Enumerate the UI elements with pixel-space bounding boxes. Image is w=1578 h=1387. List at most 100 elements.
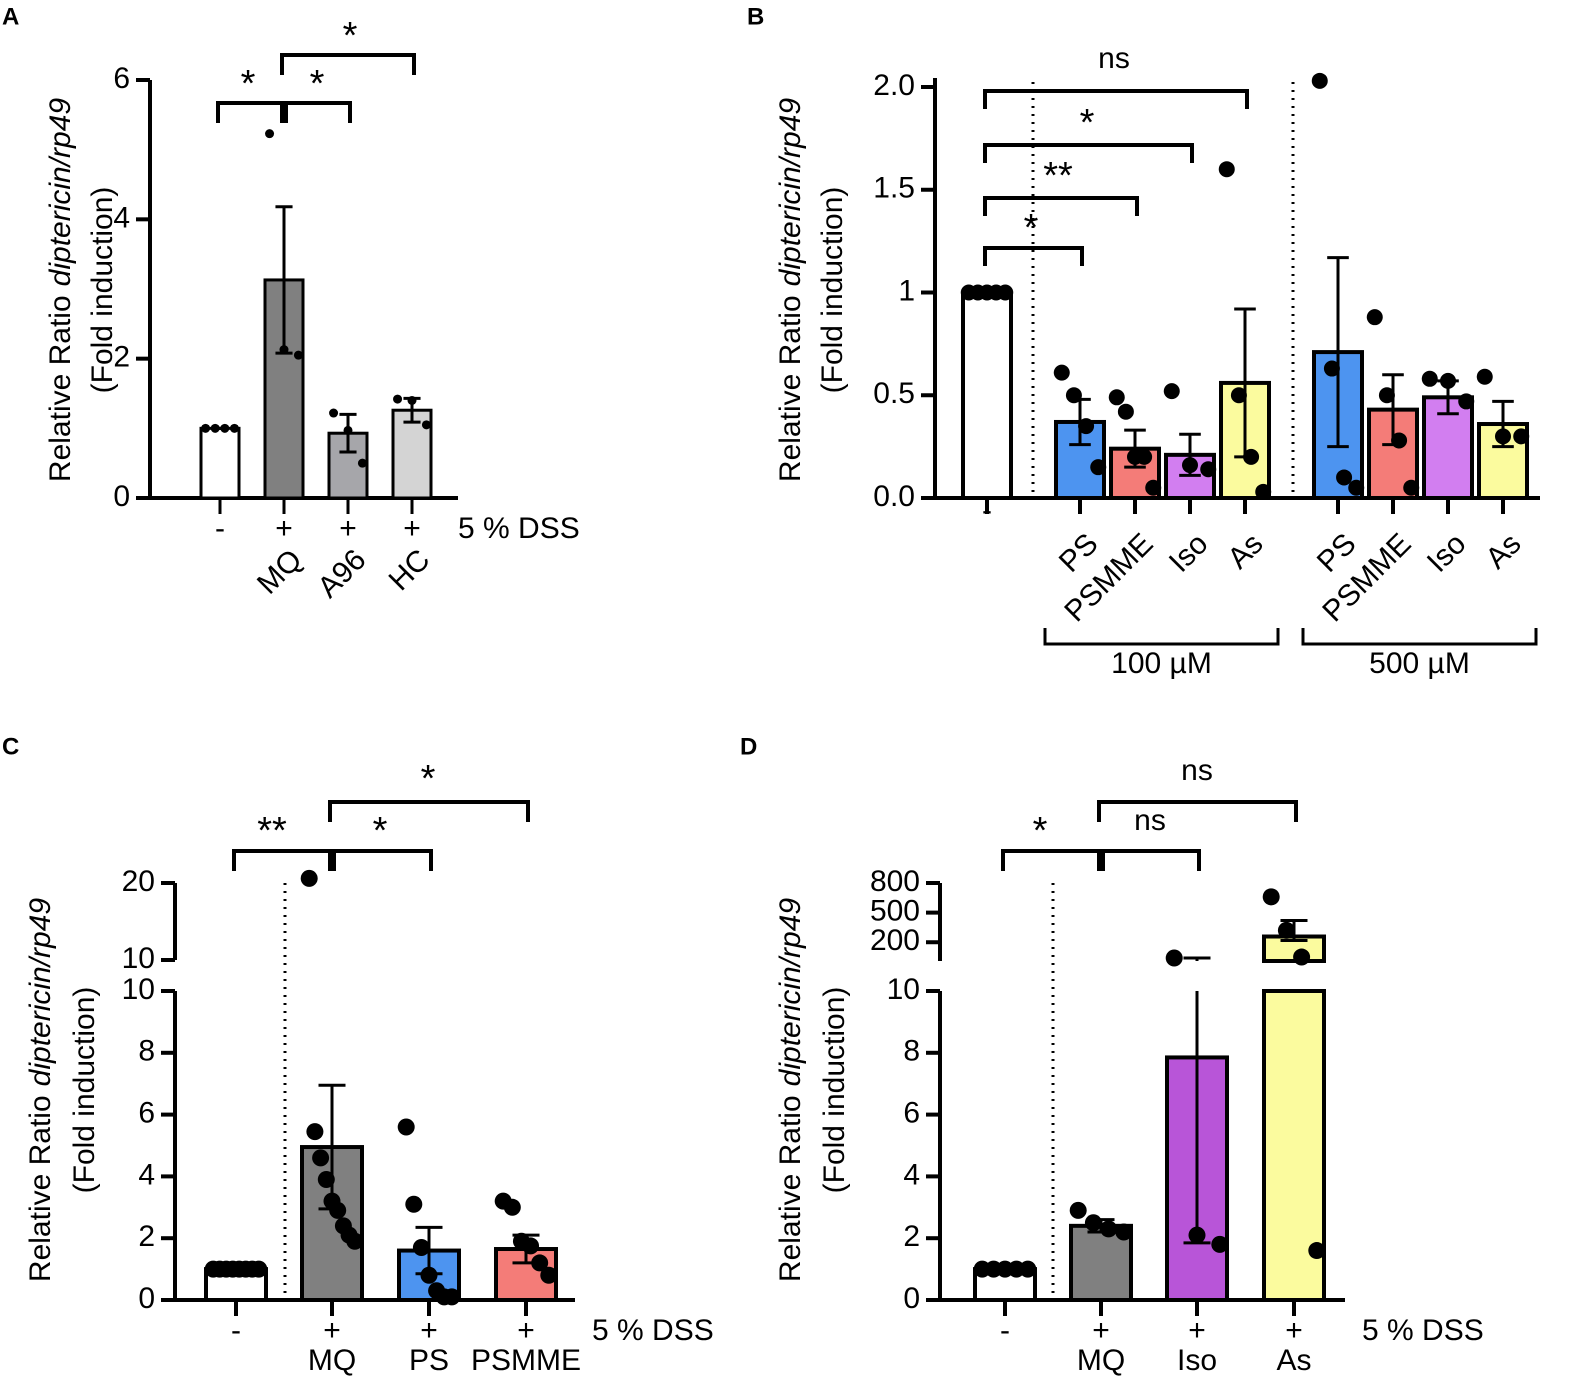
y-tick-label: 500 xyxy=(870,895,920,928)
significance-bracket xyxy=(983,89,1249,109)
data-point xyxy=(346,1232,364,1250)
data-point xyxy=(1311,72,1328,89)
data-point xyxy=(503,1198,521,1216)
y-tick-label: 2 xyxy=(138,1220,155,1253)
treatment-sign: - xyxy=(215,512,225,545)
treatment-sign: - xyxy=(1000,1314,1010,1347)
x-tick-label: MQ xyxy=(308,1344,356,1377)
significance-bracket xyxy=(232,849,336,871)
data-point xyxy=(1476,368,1493,385)
y-tick-label: 0 xyxy=(903,1282,920,1315)
data-point xyxy=(1069,1201,1087,1219)
data-point xyxy=(1458,393,1475,410)
y-tick-label: 0 xyxy=(113,480,130,513)
data-point xyxy=(201,423,211,433)
significance-label: * xyxy=(421,758,436,800)
significance-label: * xyxy=(1024,207,1039,249)
data-point xyxy=(1117,403,1134,420)
bar xyxy=(961,290,1013,500)
data-point xyxy=(1378,387,1395,404)
significance-bracket xyxy=(280,101,352,123)
significance-label: * xyxy=(241,63,256,105)
data-point xyxy=(540,1266,558,1284)
data-point xyxy=(293,350,303,360)
treatment-sign: - xyxy=(231,1314,241,1347)
x-tick-label: Iso xyxy=(1177,1344,1217,1377)
treatment-sign: + xyxy=(517,1314,535,1347)
y-label-gene: diptericin/rp49 xyxy=(24,898,57,1087)
data-point xyxy=(997,284,1014,301)
x-tick-label: - xyxy=(982,494,992,527)
y-axis-label: (Fold induction) xyxy=(86,187,119,394)
data-point xyxy=(279,345,289,355)
data-point xyxy=(1262,888,1280,906)
x-tick-label: MQ xyxy=(1077,1344,1125,1377)
data-point xyxy=(312,1149,330,1167)
bar xyxy=(263,278,305,500)
data-point xyxy=(1391,432,1408,449)
y-tick-label: 6 xyxy=(113,62,130,95)
x-tick-label: As xyxy=(1221,527,1269,575)
y-tick-label: 2.0 xyxy=(873,69,915,102)
y-tick-label: 800 xyxy=(870,865,920,898)
significance-label: ns xyxy=(1134,804,1166,837)
treatment-sign: + xyxy=(339,512,357,545)
significance-label: * xyxy=(373,810,388,852)
data-point xyxy=(329,408,339,418)
x-tick-label: Iso xyxy=(1421,527,1473,579)
bar xyxy=(1262,934,1326,963)
data-point xyxy=(250,1260,268,1278)
data-point xyxy=(210,423,220,433)
significance-label: ** xyxy=(257,810,287,852)
significance-label: * xyxy=(1033,810,1048,852)
significance-label: ns xyxy=(1098,42,1130,75)
y-tick-label: 10 xyxy=(122,942,155,975)
data-point xyxy=(1336,469,1353,486)
data-point xyxy=(1136,448,1153,465)
bar xyxy=(1069,1223,1133,1302)
panel-letter: A xyxy=(2,3,19,30)
data-point xyxy=(1243,448,1260,465)
significance-label: * xyxy=(310,63,325,105)
y-tick-label: 2 xyxy=(113,341,130,374)
x-tick-label: A96 xyxy=(311,543,372,604)
data-point xyxy=(1090,459,1107,476)
data-point xyxy=(1115,1223,1133,1241)
data-point xyxy=(421,420,431,430)
data-point xyxy=(1108,389,1125,406)
y-label-text: Relative Ratio xyxy=(774,1095,807,1282)
y-axis-label: (Fold induction) xyxy=(818,987,851,1194)
treatment-sign: + xyxy=(1188,1314,1206,1347)
data-point xyxy=(1182,457,1198,474)
data-point xyxy=(1230,387,1247,404)
treatment-sign: + xyxy=(420,1314,438,1347)
data-point xyxy=(522,1237,540,1255)
treatment-sign: + xyxy=(275,512,293,545)
treatment-sign: + xyxy=(403,512,421,545)
data-point xyxy=(1053,364,1070,381)
y-axis-label: (Fold induction) xyxy=(816,187,849,394)
significance-bracket xyxy=(1097,849,1201,871)
significance-label: ** xyxy=(1043,155,1073,197)
significance-label: * xyxy=(343,15,358,57)
data-point xyxy=(531,1254,549,1272)
significance-bracket xyxy=(280,53,416,75)
panel-letter: C xyxy=(2,733,19,760)
data-point xyxy=(1440,372,1456,389)
bar xyxy=(199,426,241,500)
y-tick-label: 1 xyxy=(898,274,915,307)
data-point xyxy=(1065,387,1082,404)
data-point xyxy=(1495,428,1511,445)
group-label: 500 µM xyxy=(1369,647,1470,680)
y-label-gene: diptericin/rp49 xyxy=(774,98,807,287)
data-point xyxy=(229,423,239,433)
data-point xyxy=(1078,418,1095,435)
data-point xyxy=(1323,360,1340,377)
data-point xyxy=(1513,428,1530,445)
group-bracket xyxy=(1301,628,1538,646)
y-label-text: Relative Ratio xyxy=(44,295,77,482)
data-point xyxy=(220,423,230,433)
data-point xyxy=(300,869,318,887)
data-point xyxy=(1188,1226,1206,1244)
y-tick-label: 6 xyxy=(138,1097,155,1130)
